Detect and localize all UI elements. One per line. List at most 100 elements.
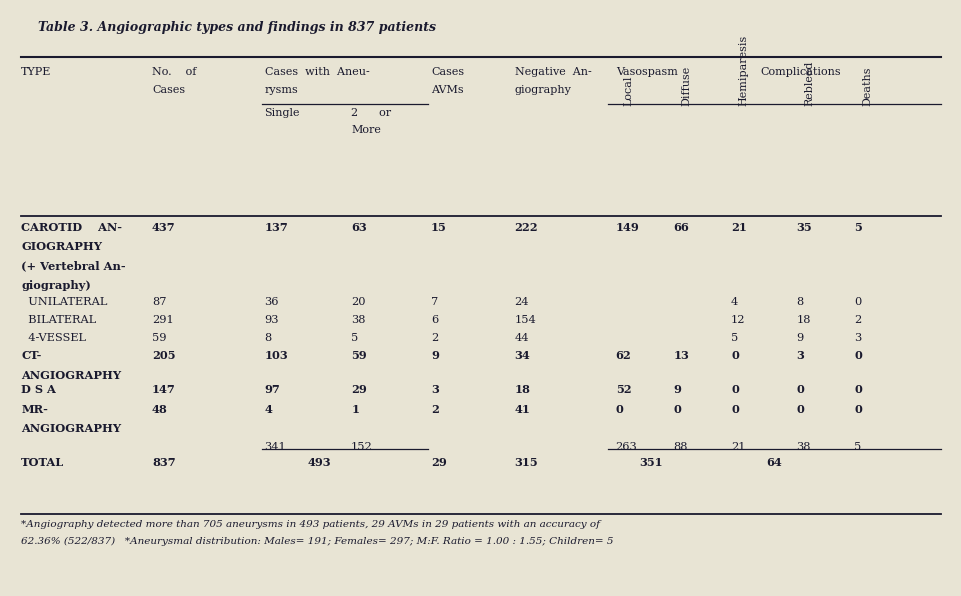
Text: 0: 0 [615,404,623,415]
Text: 437: 437 [152,222,176,233]
Text: 2: 2 [431,333,438,343]
Text: 9: 9 [673,384,680,395]
Text: 66: 66 [673,222,688,233]
Text: 62.36% (522/837)   *Aneurysmal distribution: Males= 191; Females= 297; M:F. Rati: 62.36% (522/837) *Aneurysmal distributio… [21,536,613,545]
Text: 38: 38 [351,315,365,325]
Text: 837: 837 [152,457,176,467]
Text: 2: 2 [853,315,861,325]
Text: 351: 351 [638,457,662,467]
Text: D S A: D S A [21,384,56,395]
Text: CAROTID    AN-: CAROTID AN- [21,222,122,233]
Text: 87: 87 [152,297,166,307]
Text: Cases: Cases [152,85,185,95]
Text: 88: 88 [673,442,687,452]
Text: 8: 8 [264,333,272,343]
Text: No.    of: No. of [152,67,196,77]
Text: 0: 0 [730,350,738,361]
Text: 315: 315 [514,457,538,467]
Text: ANGIOGRAPHY: ANGIOGRAPHY [21,370,121,380]
Text: 59: 59 [351,350,366,361]
Text: CT-: CT- [21,350,41,361]
Text: 137: 137 [264,222,288,233]
Text: 38: 38 [796,442,810,452]
Text: 103: 103 [264,350,288,361]
Text: 4: 4 [730,297,738,307]
Text: 263: 263 [615,442,637,452]
Text: Cases  with  Aneu-: Cases with Aneu- [264,67,369,77]
Text: 2: 2 [431,404,438,415]
Text: 59: 59 [152,333,166,343]
Text: 5: 5 [730,333,738,343]
Text: 21: 21 [730,222,747,233]
Text: 6: 6 [431,315,438,325]
Text: 3: 3 [853,333,861,343]
Text: 0: 0 [853,384,861,395]
Text: 2      or: 2 or [351,108,391,119]
Text: Single: Single [264,108,300,119]
Text: 222: 222 [514,222,538,233]
Text: 0: 0 [673,404,680,415]
Text: 0: 0 [730,404,738,415]
Text: 36: 36 [264,297,279,307]
Text: 154: 154 [514,315,536,325]
Text: 97: 97 [264,384,280,395]
Text: giography: giography [514,85,571,95]
Text: 3: 3 [431,384,438,395]
Text: 3: 3 [796,350,803,361]
Text: 18: 18 [514,384,530,395]
Text: 0: 0 [853,297,861,307]
Text: Complications: Complications [759,67,840,77]
Text: 62: 62 [615,350,630,361]
Text: 35: 35 [796,222,811,233]
Text: 0: 0 [730,384,738,395]
Text: 63: 63 [351,222,366,233]
Text: 34: 34 [514,350,530,361]
Text: Vasospasm: Vasospasm [615,67,677,77]
Text: 0: 0 [796,384,803,395]
Text: TOTAL: TOTAL [21,457,64,467]
Text: 0: 0 [853,350,861,361]
Text: 20: 20 [351,297,365,307]
Text: 8: 8 [796,297,803,307]
Text: 18: 18 [796,315,810,325]
Text: 12: 12 [730,315,745,325]
Text: 152: 152 [351,442,373,452]
Text: Hemiparesis: Hemiparesis [738,35,748,106]
Text: 44: 44 [514,333,529,343]
Text: ANGIOGRAPHY: ANGIOGRAPHY [21,423,121,434]
Text: 0: 0 [796,404,803,415]
Text: 1: 1 [351,404,358,415]
Text: 147: 147 [152,384,176,395]
Text: Deaths: Deaths [861,67,871,106]
Text: 5: 5 [351,333,358,343]
Text: Cases: Cases [431,67,463,77]
Text: 93: 93 [264,315,279,325]
Text: 52: 52 [615,384,630,395]
Text: Rebleed: Rebleed [803,61,813,106]
Text: 149: 149 [615,222,639,233]
Text: 13: 13 [673,350,689,361]
Text: *Angiography detected more than 705 aneurysms in 493 patients, 29 AVMs in 29 pat: *Angiography detected more than 705 aneu… [21,520,600,529]
Text: 4: 4 [264,404,272,415]
Text: 64: 64 [765,457,780,467]
Text: 21: 21 [730,442,745,452]
Text: 41: 41 [514,404,530,415]
Text: Local: Local [623,76,632,106]
Text: 0: 0 [853,404,861,415]
Text: More: More [351,125,381,135]
Text: 291: 291 [152,315,174,325]
Text: 205: 205 [152,350,175,361]
Text: Table 3. Angiographic types and findings in 837 patients: Table 3. Angiographic types and findings… [38,21,436,34]
Text: 9: 9 [431,350,438,361]
Text: UNILATERAL: UNILATERAL [21,297,108,307]
Text: Diffuse: Diffuse [680,66,690,106]
Text: MR-: MR- [21,404,48,415]
Text: 29: 29 [351,384,366,395]
Text: 15: 15 [431,222,446,233]
Text: 9: 9 [796,333,803,343]
Text: 341: 341 [264,442,286,452]
Text: TYPE: TYPE [21,67,52,77]
Text: 493: 493 [308,457,332,467]
Text: 4-VESSEL: 4-VESSEL [21,333,86,343]
Text: rysms: rysms [264,85,298,95]
